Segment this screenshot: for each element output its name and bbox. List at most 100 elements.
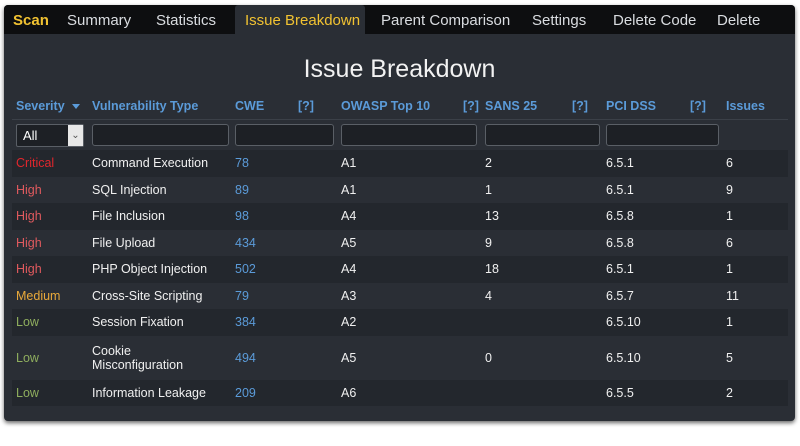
tab-statistics[interactable]: Statistics [156,12,217,29]
app-window: Scan Summary Statistics Issue Breakdown … [4,5,795,421]
page-title: Issue Breakdown [303,55,496,83]
cwe-link[interactable]: 384 [235,315,256,330]
cell-issues: 6 [726,235,733,250]
pci-filter-input[interactable] [606,124,719,146]
cell-issues: 1 [726,262,733,277]
sans-filter-input[interactable] [485,124,600,146]
cell-issues: 1 [726,209,733,224]
cwe-link[interactable]: 79 [235,288,249,303]
cell-issues: 5 [726,350,733,365]
cell-type: File Inclusion [92,209,165,224]
tab-delete[interactable]: Delete [717,12,761,29]
cell-pci: 6.5.1 [606,156,634,171]
cell-sans: 9 [485,235,492,250]
cell-pci: 6.5.5 [606,385,634,400]
cwe-link[interactable]: 434 [235,235,256,250]
cell-type: File Upload [92,235,156,250]
tab-issue-breakdown[interactable]: Issue Breakdown [235,5,365,34]
cell-sans: 1 [485,182,492,197]
cell-severity: High [16,262,42,277]
severity-filter-select[interactable]: All ⌄ [16,123,84,147]
cell-sans: 4 [485,288,492,303]
cwe-link[interactable]: 98 [235,209,249,224]
cell-pci: 6.5.10 [606,350,641,365]
cell-sans: 0 [485,350,492,365]
filter-row: All ⌄ [12,120,788,151]
table-row: Medium Cross-Site Scripting 79 A3 4 6.5.7 11 [12,282,788,309]
cell-owasp: A2 [341,315,357,330]
column-header-severity[interactable]: Severity [12,93,88,120]
issue-table: Severity Vulnerability Type CWE [?] OWASP… [12,93,788,406]
cell-issues: 2 [726,385,733,400]
cell-pci: 6.5.10 [606,315,641,330]
cell-owasp: A5 [341,235,357,250]
cell-type: PHP Object Injection [92,262,208,277]
cell-owasp: A4 [341,209,357,224]
cwe-link[interactable]: 209 [235,385,256,400]
table-row: Low Session Fixation 384 A2 6.5.10 1 [12,309,788,336]
cell-owasp: A1 [341,182,357,197]
pci-help-link[interactable]: [?] [690,99,706,113]
cell-sans: 18 [485,262,499,277]
column-header-cwe[interactable]: CWE [?] [231,93,337,120]
table-row: Low Information Leakage 209 A6 6.5.5 2 [12,379,788,406]
cell-owasp: A3 [341,288,357,303]
owasp-filter-input[interactable] [341,124,477,146]
cell-issues: 9 [726,182,733,197]
table-row: High File Upload 434 A5 9 6.5.8 6 [12,229,788,256]
cwe-link[interactable]: 502 [235,262,256,277]
cell-pci: 6.5.1 [606,182,634,197]
cell-severity: High [16,235,42,250]
tab-bar: Scan Summary Statistics Issue Breakdown … [4,5,795,34]
table-row: High SQL Injection 89 A1 1 6.5.1 9 [12,176,788,203]
cell-type: Cookie Misconfiguration [92,343,184,372]
cwe-help-link[interactable]: [?] [298,99,314,113]
column-header-pci[interactable]: PCI DSS [?] [602,93,722,120]
cell-type: Command Execution [92,156,209,171]
cell-sans: 2 [485,156,492,171]
chevron-down-icon: ⌄ [68,124,83,146]
tab-delete-code[interactable]: Delete Code [613,12,697,29]
cell-issues: 11 [726,288,739,303]
cell-type: Cross-Site Scripting [92,288,203,303]
column-header-owasp[interactable]: OWASP Top 10 [?] [337,93,481,120]
cell-owasp: A4 [341,262,357,277]
column-header-sans[interactable]: SANS 25 [?] [481,93,602,120]
cell-type: SQL Injection [92,182,167,197]
header-row: Severity Vulnerability Type CWE [?] OWASP… [12,93,788,120]
sort-descending-icon [71,104,80,110]
tab-scan[interactable]: Scan [13,12,49,29]
tab-settings[interactable]: Settings [532,12,587,29]
vulnerability-type-filter-input[interactable] [92,124,229,146]
column-header-issues[interactable]: Issues [722,93,788,120]
table-row: Low Cookie Misconfiguration 494 A5 0 6.5.10 5 [12,335,788,380]
cell-severity: Low [16,350,39,365]
cell-pci: 6.5.8 [606,235,634,250]
cell-type: Session Fixation [92,315,184,330]
cell-owasp: A1 [341,156,357,171]
cwe-link[interactable]: 78 [235,156,249,171]
cell-pci: 6.5.1 [606,262,634,277]
cell-owasp: A6 [341,385,357,400]
cell-sans [481,309,602,336]
cell-issues: 6 [726,156,733,171]
cwe-link[interactable]: 89 [235,182,249,197]
cell-type: Information Leakage [92,385,206,400]
column-header-vulnerability-type[interactable]: Vulnerability Type [88,93,231,120]
cell-severity: Critical [16,156,55,171]
cell-pci: 6.5.8 [606,209,634,224]
table-row: High File Inclusion 98 A4 13 6.5.8 1 [12,203,788,230]
cell-issues: 1 [726,315,733,330]
owasp-help-link[interactable]: [?] [463,99,479,113]
cwe-filter-input[interactable] [235,124,334,146]
cell-severity: Low [16,385,39,400]
cell-pci: 6.5.7 [606,288,634,303]
tab-parent-comparison[interactable]: Parent Comparison [381,12,511,29]
tab-summary[interactable]: Summary [67,12,132,29]
cell-severity: High [16,209,42,224]
cell-owasp: A5 [341,350,357,365]
cell-severity: High [16,182,42,197]
cell-severity: Medium [16,288,61,303]
sans-help-link[interactable]: [?] [572,99,588,113]
cwe-link[interactable]: 494 [235,350,256,365]
